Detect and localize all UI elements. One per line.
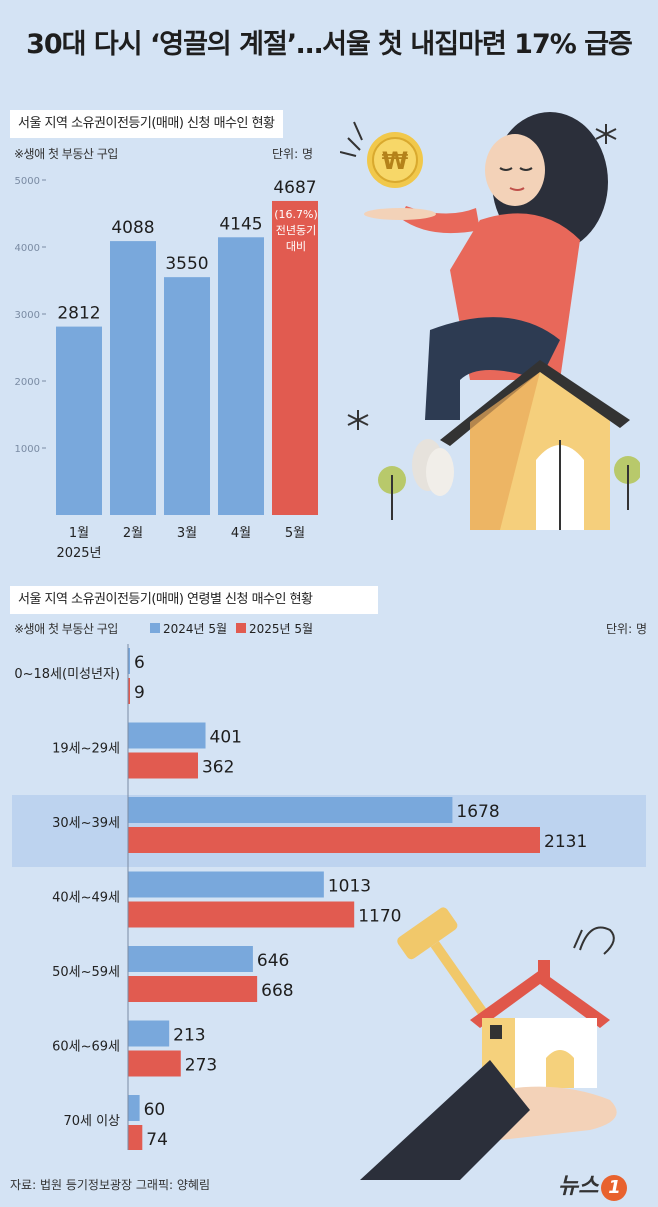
bar-value-label: 4088 — [111, 218, 154, 238]
chart2-label: 서울 지역 소유권이전등기(매매) 연령별 신청 매수인 현황 — [10, 586, 378, 614]
logo-text: 뉴스 — [558, 1174, 599, 1199]
woman-on-house-illustration: ₩ — [340, 112, 640, 530]
bar-value-label: 362 — [202, 758, 234, 778]
y-tick-label: 4000 — [15, 243, 40, 254]
bar-70세 이상-2024년 5월 — [128, 1095, 140, 1121]
bar-19세~29세-2025년 5월 — [128, 752, 198, 779]
bar-value-label: 273 — [185, 1056, 217, 1076]
age-category-label: 0~18세(미성년자) — [14, 667, 120, 682]
y-tick-label: 1000 — [15, 444, 40, 455]
bar-value-label: 401 — [210, 728, 242, 748]
x-category-label: 1월 — [69, 526, 89, 541]
bar-value-label: 74 — [146, 1130, 168, 1150]
x-year-label: 2025년 — [56, 546, 101, 560]
chart2-note: ※생애 첫 부동산 구입 — [14, 622, 118, 636]
bar-60세~69세-2024년 5월 — [128, 1020, 170, 1047]
bar-value-label: 4145 — [219, 214, 262, 234]
bar-60세~69세-2025년 5월 — [128, 1050, 181, 1077]
age-category-label: 30세~39세 — [52, 816, 120, 831]
bar-value-label: 3550 — [165, 254, 208, 274]
x-category-label: 3월 — [177, 526, 197, 541]
age-category-label: 40세~49세 — [52, 891, 120, 906]
bar-50세~59세-2024년 5월 — [128, 946, 253, 972]
bar-value-label: 213 — [173, 1026, 205, 1046]
bar-value-label: 4687 — [273, 178, 316, 198]
star-icon — [347, 410, 369, 430]
bar-50세~59세-2025년 5월 — [128, 976, 258, 1002]
bar-value-label: 1678 — [456, 802, 499, 822]
won-coin-icon: ₩ — [367, 132, 423, 188]
x-category-label: 4월 — [231, 526, 251, 541]
logo-badge: 1 — [601, 1175, 628, 1201]
bar-value-label: 646 — [257, 951, 289, 971]
bar-40세~49세-2024년 5월 — [128, 871, 324, 898]
bar-value-label: 9 — [134, 683, 145, 703]
annotation-yoy-pct: (16.7%) — [274, 208, 318, 221]
bar-1월 — [56, 326, 102, 515]
chart1-note: ※생애 첫 부동산 구입 — [14, 147, 118, 161]
x-category-label: 2월 — [123, 526, 143, 541]
bar-value-label: 6 — [134, 653, 145, 673]
bar-value-label: 668 — [261, 981, 293, 1001]
bar-19세~29세-2024년 5월 — [128, 722, 206, 749]
bar-0~18세(미성년자)-2025년 5월 — [128, 678, 130, 704]
chart1-label: 서울 지역 소유권이전등기(매매) 신청 매수인 현황 — [10, 110, 283, 138]
annotation-yoy-label: 전년동기 — [276, 224, 316, 237]
tree-icon — [378, 466, 406, 520]
legend-label: 2025년 5월 — [249, 622, 313, 636]
bar-4월 — [218, 237, 264, 515]
bar-value-label: 60 — [144, 1100, 166, 1120]
chart2-unit: 단위: 명 — [606, 622, 647, 636]
bar-70세 이상-2025년 5월 — [128, 1125, 143, 1150]
annotation-yoy-compare: 대비 — [286, 240, 306, 253]
page-title: 30대 다시 ‘영끌의 계절’…서울 첫 내집마련 17% 급증 — [26, 29, 633, 60]
x-category-label: 5월 — [285, 526, 305, 541]
monthly-bar-chart: 1000 2000 3000 4000 5000 2812 1월 4088 2월 3550 3월 4… — [15, 176, 318, 560]
bar-value-label: 1170 — [358, 907, 401, 927]
bar-3월 — [164, 277, 210, 515]
news1-logo: 뉴스 1 — [558, 1168, 628, 1201]
y-tick-label: 5000 — [15, 176, 40, 187]
age-category-label: 19세~29세 — [52, 742, 120, 757]
chart1-unit: 단위: 명 — [272, 147, 313, 161]
bar-40세~49세-2025년 5월 — [128, 901, 355, 928]
gavel-house-hand-illustration — [360, 907, 617, 1180]
bar-value-label: 1013 — [328, 877, 371, 897]
y-tick-label: 3000 — [15, 310, 40, 321]
bar-value-label: 2812 — [57, 304, 100, 324]
bar-30세~39세-2025년 5월 — [128, 827, 540, 853]
bar-2월 — [110, 241, 156, 515]
age-category-label: 70세 이상 — [63, 1114, 120, 1129]
bar-5월 — [272, 200, 318, 515]
bar-30세~39세-2024년 5월 — [128, 797, 453, 823]
svg-text:₩: ₩ — [382, 147, 409, 175]
legend-label: 2024년 5월 — [163, 622, 227, 636]
source-credit: 자료: 법원 등기정보광장 그래픽: 양혜림 — [10, 1178, 210, 1192]
age-group-bar-chart: 2024년 5월 2025년 5월 0~18세(미성년자) 6 9 19세~29세 401… — [12, 622, 646, 1150]
tree-icon — [614, 456, 640, 510]
age-category-label: 60세~69세 — [52, 1040, 120, 1055]
y-tick-label: 2000 — [15, 377, 40, 388]
legend-swatch — [150, 623, 160, 633]
age-category-label: 50세~59세 — [52, 965, 120, 980]
star-icon — [595, 124, 617, 144]
legend-swatch — [236, 623, 246, 633]
bar-0~18세(미성년자)-2024년 5월 — [128, 648, 130, 674]
bar-value-label: 2131 — [544, 832, 587, 852]
